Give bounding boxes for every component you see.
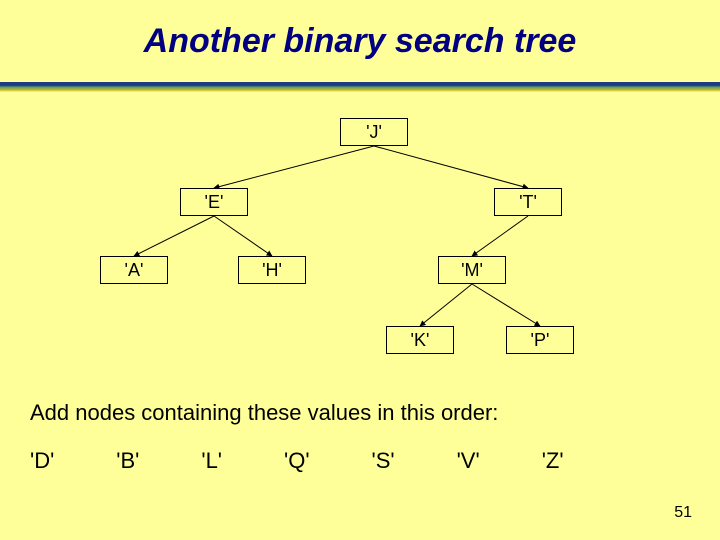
values-row: 'D' 'B' 'L' 'Q' 'S' 'V' 'Z' xyxy=(30,448,630,474)
value-item: 'V' xyxy=(457,448,480,474)
tree-edge xyxy=(214,146,374,188)
tree-edge xyxy=(472,216,528,256)
value-item: 'S' xyxy=(372,448,395,474)
value-item: 'L' xyxy=(201,448,222,474)
tree-node: 'J' xyxy=(340,118,408,146)
tree-node: 'T' xyxy=(494,188,562,216)
page-number: 51 xyxy=(674,504,692,522)
value-item: 'B' xyxy=(116,448,139,474)
value-item: 'Z' xyxy=(542,448,564,474)
tree-node: 'M' xyxy=(438,256,506,284)
value-item: 'Q' xyxy=(284,448,310,474)
tree-node: 'K' xyxy=(386,326,454,354)
tree-node: 'E' xyxy=(180,188,248,216)
tree-node: 'H' xyxy=(238,256,306,284)
tree-node: 'A' xyxy=(100,256,168,284)
tree-edge xyxy=(420,284,472,326)
tree-edge xyxy=(374,146,528,188)
tree-edge xyxy=(214,216,272,256)
tree-edge xyxy=(134,216,214,256)
value-item: 'D' xyxy=(30,448,54,474)
tree-node: 'P' xyxy=(506,326,574,354)
instruction-text: Add nodes containing these values in thi… xyxy=(30,400,498,426)
tree-edge xyxy=(472,284,540,326)
